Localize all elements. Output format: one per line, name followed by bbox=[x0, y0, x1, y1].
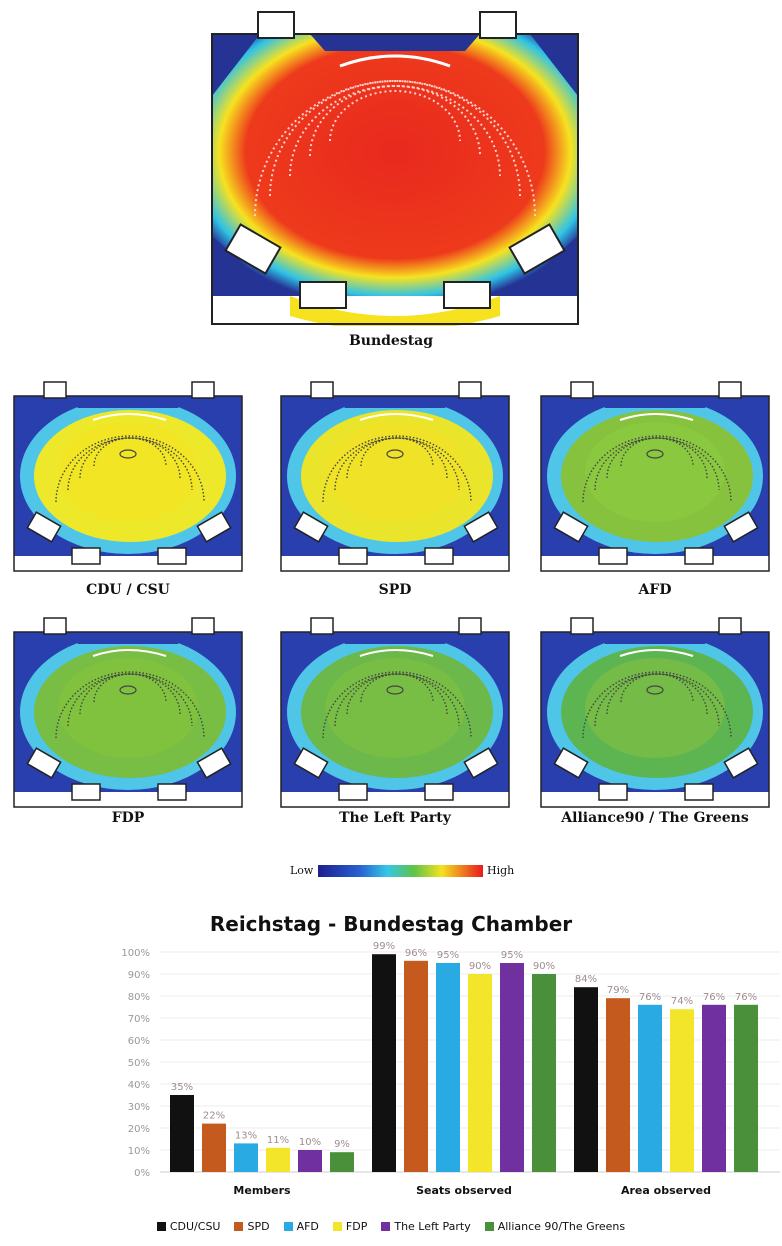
party-heatmap-caption: CDU / CSU bbox=[86, 582, 170, 598]
party-heatmap-caption: SPD bbox=[378, 582, 412, 598]
party-heatmap-caption: FDP bbox=[111, 810, 145, 826]
bar-value-label: 76% bbox=[735, 992, 757, 1003]
chart-title: Reichstag - Bundestag Chamber bbox=[209, 912, 573, 936]
bar bbox=[266, 1147, 290, 1172]
y-tick-label: 20% bbox=[128, 1124, 150, 1135]
y-tick-label: 100% bbox=[121, 948, 150, 959]
bar-value-label: 35% bbox=[171, 1082, 193, 1093]
y-tick-label: 10% bbox=[128, 1146, 150, 1157]
bar-value-label: 96% bbox=[405, 948, 427, 959]
bar bbox=[468, 974, 492, 1172]
legend-swatch bbox=[484, 1222, 494, 1231]
legend-swatch bbox=[381, 1222, 391, 1231]
x-category-label: Seats observed bbox=[416, 1184, 512, 1197]
bar bbox=[404, 960, 428, 1172]
bar-value-label: 22% bbox=[203, 1111, 225, 1122]
y-tick-label: 30% bbox=[128, 1102, 150, 1113]
y-tick-label: 70% bbox=[128, 1014, 150, 1025]
bar bbox=[638, 1004, 662, 1172]
bar bbox=[170, 1095, 194, 1172]
y-tick-label: 80% bbox=[128, 992, 150, 1003]
legend-label: SPD bbox=[247, 1220, 270, 1233]
x-category-label: Area observed bbox=[621, 1184, 711, 1197]
bar bbox=[436, 963, 460, 1172]
bar-value-label: 90% bbox=[469, 961, 491, 972]
bar-value-label: 99% bbox=[373, 941, 395, 952]
legend-label: CDU/CSU bbox=[169, 1220, 221, 1233]
legend-swatch bbox=[283, 1222, 293, 1231]
party-heatmap bbox=[540, 617, 770, 808]
bar bbox=[500, 963, 524, 1172]
bar bbox=[532, 974, 556, 1172]
bar bbox=[372, 954, 396, 1172]
legend-swatch bbox=[332, 1222, 342, 1231]
party-heatmap bbox=[280, 617, 510, 808]
bar-value-label: 11% bbox=[267, 1135, 289, 1146]
legend-entry: CDU/CSU bbox=[156, 1220, 221, 1233]
legend-entry: SPD bbox=[234, 1220, 270, 1233]
legend-label: The Left Party bbox=[394, 1220, 471, 1233]
party-heatmap bbox=[540, 381, 770, 572]
x-category-label: Members bbox=[233, 1184, 291, 1197]
legend-label: AFD bbox=[296, 1220, 319, 1233]
party-heatmap bbox=[13, 617, 243, 808]
bar bbox=[606, 998, 630, 1172]
bar-value-label: 95% bbox=[437, 950, 459, 961]
legend-label: Alliance 90/The Greens bbox=[497, 1220, 626, 1233]
bar-value-label: 76% bbox=[639, 992, 661, 1003]
bar bbox=[574, 987, 598, 1172]
bar-chart: 0% 10% 20% 30% 40% 50% 60% 70% 80% 90% 100% 35% 22% 1… bbox=[121, 941, 780, 1197]
party-heatmap bbox=[280, 381, 510, 572]
bundestag-caption: Bundestag bbox=[348, 333, 434, 349]
bundestag-heatmap bbox=[211, 11, 579, 326]
bar-value-label: 10% bbox=[299, 1137, 321, 1148]
bar bbox=[670, 1009, 694, 1172]
bar-value-label: 90% bbox=[533, 961, 555, 972]
bar-value-label: 74% bbox=[671, 996, 693, 1007]
legend-entry: AFD bbox=[283, 1220, 319, 1233]
y-tick-label: 0% bbox=[134, 1168, 150, 1179]
y-tick-label: 40% bbox=[128, 1080, 150, 1091]
bar-value-label: 13% bbox=[235, 1130, 257, 1141]
bar bbox=[734, 1004, 758, 1172]
legend-entry: FDP bbox=[332, 1220, 368, 1233]
party-heatmap-caption: AFD bbox=[638, 582, 672, 598]
chart-legend: CDU/CSU SPD AFD FDP The Left Party Alliance 9… bbox=[0, 1220, 782, 1233]
legend-swatch bbox=[234, 1222, 244, 1231]
legend-swatch bbox=[156, 1222, 166, 1231]
bar bbox=[234, 1143, 258, 1172]
legend-entry: Alliance 90/The Greens bbox=[484, 1220, 626, 1233]
color-scale-bar bbox=[318, 865, 483, 877]
party-heatmap-caption: The Left Party bbox=[339, 810, 451, 826]
bar-value-label: 9% bbox=[334, 1139, 350, 1150]
bar bbox=[702, 1004, 726, 1172]
bar-value-label: 76% bbox=[703, 992, 725, 1003]
y-tick-label: 60% bbox=[128, 1036, 150, 1047]
bar-value-label: 84% bbox=[575, 974, 597, 985]
y-tick-label: 50% bbox=[128, 1058, 150, 1069]
scale-high-label: High bbox=[487, 864, 515, 877]
legend-entry: The Left Party bbox=[381, 1220, 471, 1233]
scale-low-label: Low bbox=[290, 864, 314, 877]
bar bbox=[330, 1152, 354, 1172]
legend-label: FDP bbox=[345, 1220, 368, 1233]
party-heatmap bbox=[13, 381, 243, 572]
party-heatmap-caption: Alliance90 / The Greens bbox=[561, 810, 749, 826]
bar bbox=[298, 1150, 322, 1172]
y-tick-label: 90% bbox=[128, 970, 150, 981]
bar-value-label: 79% bbox=[607, 985, 629, 996]
bar bbox=[202, 1123, 226, 1172]
bar-value-label: 95% bbox=[501, 950, 523, 961]
